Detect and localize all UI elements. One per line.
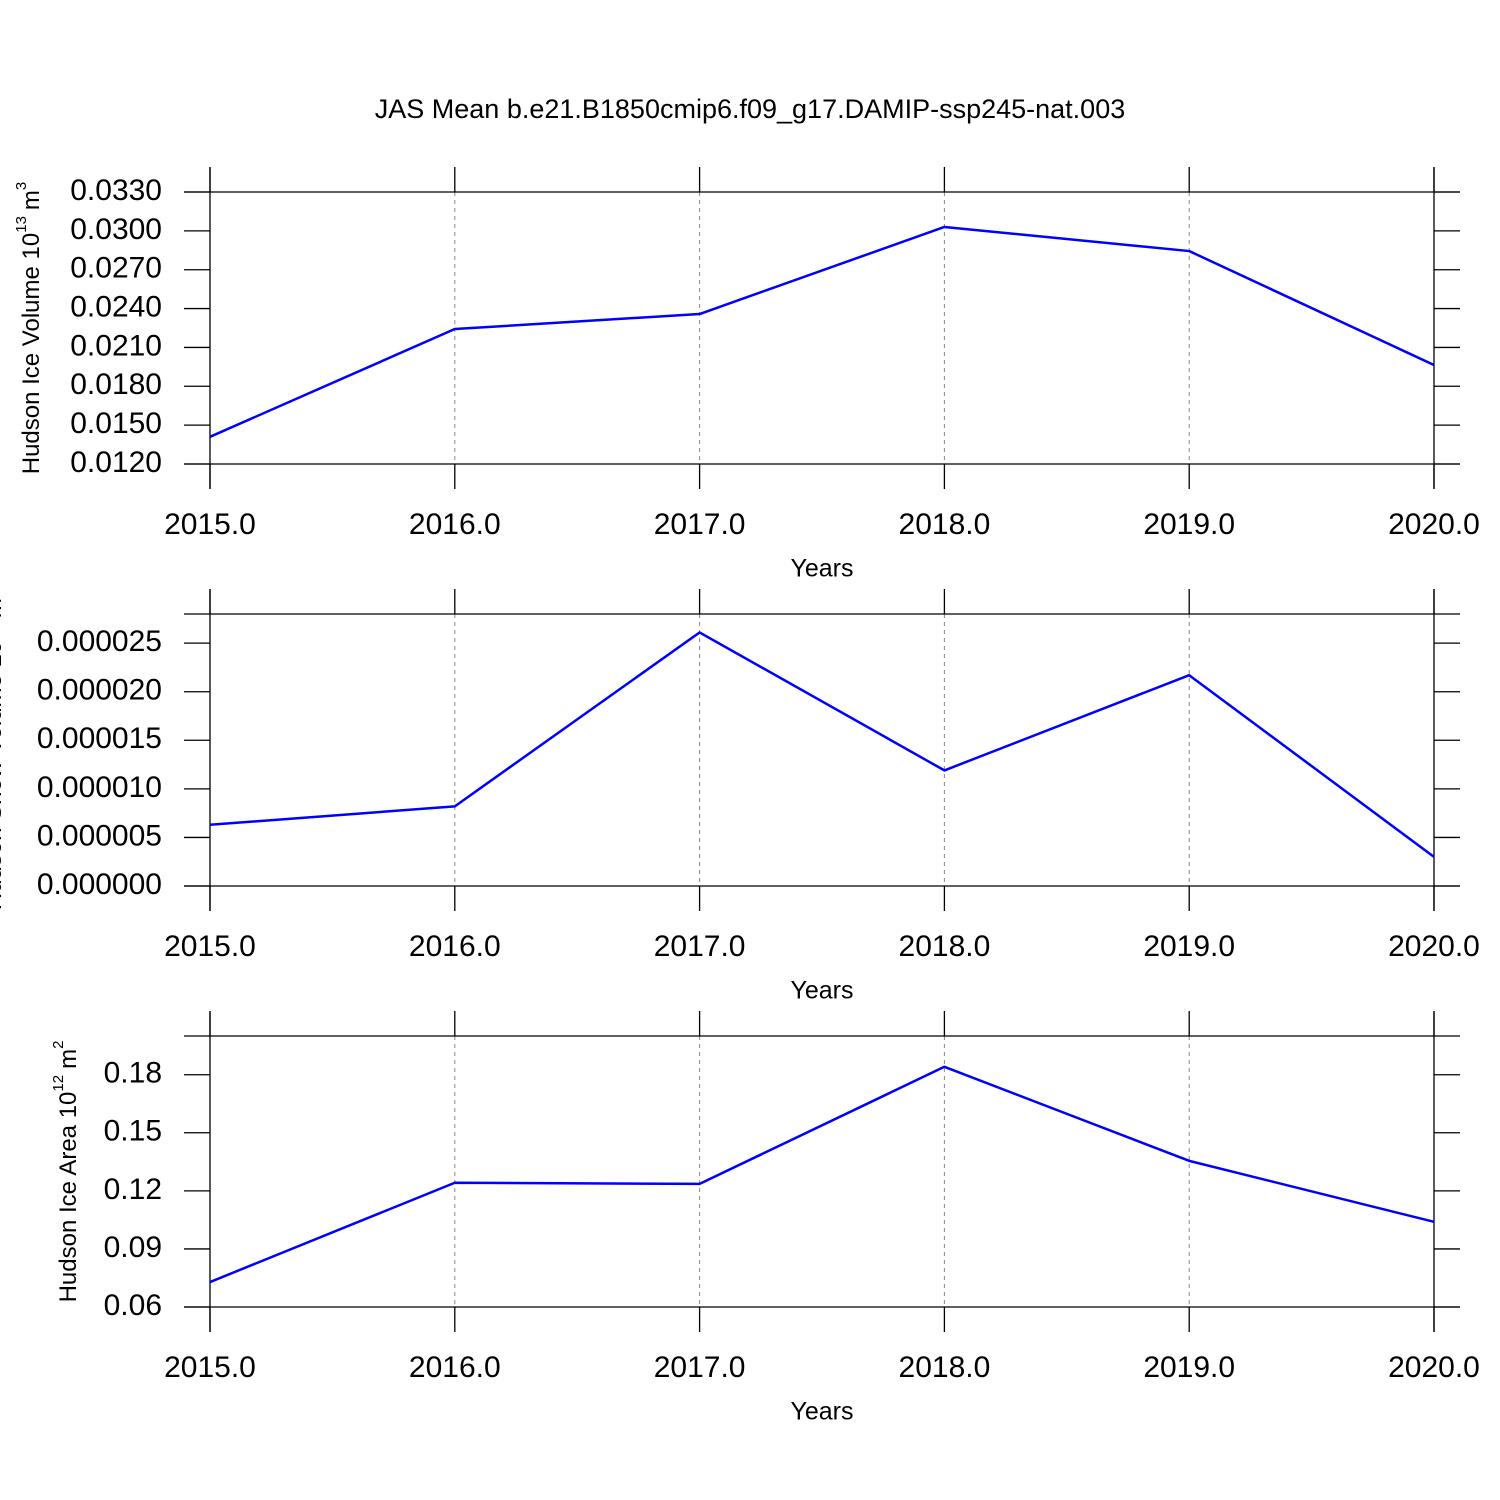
y-tick-label: 0.18 [104, 1057, 162, 1090]
x-tick-label: 2017.0 [654, 508, 746, 541]
x-tick-label: 2016.0 [409, 930, 501, 963]
x-tick-label: 2015.0 [164, 1351, 256, 1384]
x-tick-label: 2017.0 [654, 930, 746, 963]
y-axis-label-power: 13 [13, 216, 30, 233]
x-tick-label: 2016.0 [409, 508, 501, 541]
series-line [209, 225, 1435, 438]
y-axis-label-power: 3 [13, 182, 30, 190]
y-axis-label-unit: m [0, 598, 7, 618]
y-tick-label: 0.000015 [37, 722, 162, 755]
y-tick-label: 0.0330 [70, 174, 162, 207]
x-tick-label: 2019.0 [1143, 1351, 1235, 1384]
y-axis-label-power: 12 [50, 1075, 67, 1092]
x-tick-label: 2016.0 [409, 1351, 501, 1384]
series-line [209, 1065, 1435, 1284]
x-tick-label: 2017.0 [654, 1351, 746, 1384]
y-axis-label: Hudson Snow Volume 1013m3 [0, 590, 7, 911]
y-tick-label: 0.0210 [70, 329, 162, 362]
x-tick-label: 2019.0 [1143, 930, 1235, 963]
y-tick-label: 0.000020 [37, 674, 162, 707]
y-tick-label: 0.0240 [70, 290, 162, 323]
x-axis-label: Years [790, 977, 853, 1005]
y-tick-label: 0.000010 [37, 771, 162, 804]
y-tick-label: 0.06 [104, 1289, 162, 1322]
y-tick-label: 0.0300 [70, 213, 162, 246]
chart-title: JAS Mean b.e21.B1850cmip6.f09_g17.DAMIP-… [375, 94, 1125, 124]
y-tick-label: 0.000000 [37, 868, 162, 901]
x-tick-label: 2018.0 [899, 1351, 991, 1384]
y-axis-label-text: Hudson Ice Volume 10 [18, 233, 45, 475]
y-axis-label-text: Hudson Snow Volume 10 [0, 641, 7, 911]
y-tick-label: 0.000005 [37, 819, 162, 852]
y-axis-label-text: Hudson Ice Area 10 [55, 1092, 82, 1303]
y-tick-label: 0.0150 [70, 407, 162, 440]
x-tick-label: 2015.0 [164, 930, 256, 963]
x-tick-label: 2018.0 [899, 930, 991, 963]
x-tick-label: 2020.0 [1388, 508, 1480, 541]
y-tick-label: 0.0270 [70, 252, 162, 285]
y-axis-label: Hudson Ice Volume 1013 m3 [13, 182, 45, 475]
y-tick-label: 0.000025 [37, 625, 162, 658]
y-axis-label-unit: m [55, 1049, 82, 1069]
y-tick-label: 0.0120 [70, 446, 162, 479]
y-tick-label: 0.15 [104, 1115, 162, 1148]
x-tick-label: 2020.0 [1388, 930, 1480, 963]
y-tick-label: 0.0180 [70, 368, 162, 401]
x-axis-label: Years [790, 1398, 853, 1426]
x-tick-label: 2018.0 [899, 508, 991, 541]
x-tick-label: 2015.0 [164, 508, 256, 541]
y-axis-label-power: 2 [50, 1041, 67, 1049]
series-line [209, 631, 1435, 858]
x-tick-label: 2019.0 [1143, 508, 1235, 541]
y-axis-label: Hudson Ice Area 1012 m2 [50, 1041, 82, 1303]
x-tick-label: 2020.0 [1388, 1351, 1480, 1384]
y-axis-label-unit: m [18, 190, 45, 210]
y-tick-label: 0.12 [104, 1173, 162, 1206]
x-axis-label: Years [790, 555, 853, 583]
y-tick-label: 0.09 [104, 1231, 162, 1264]
